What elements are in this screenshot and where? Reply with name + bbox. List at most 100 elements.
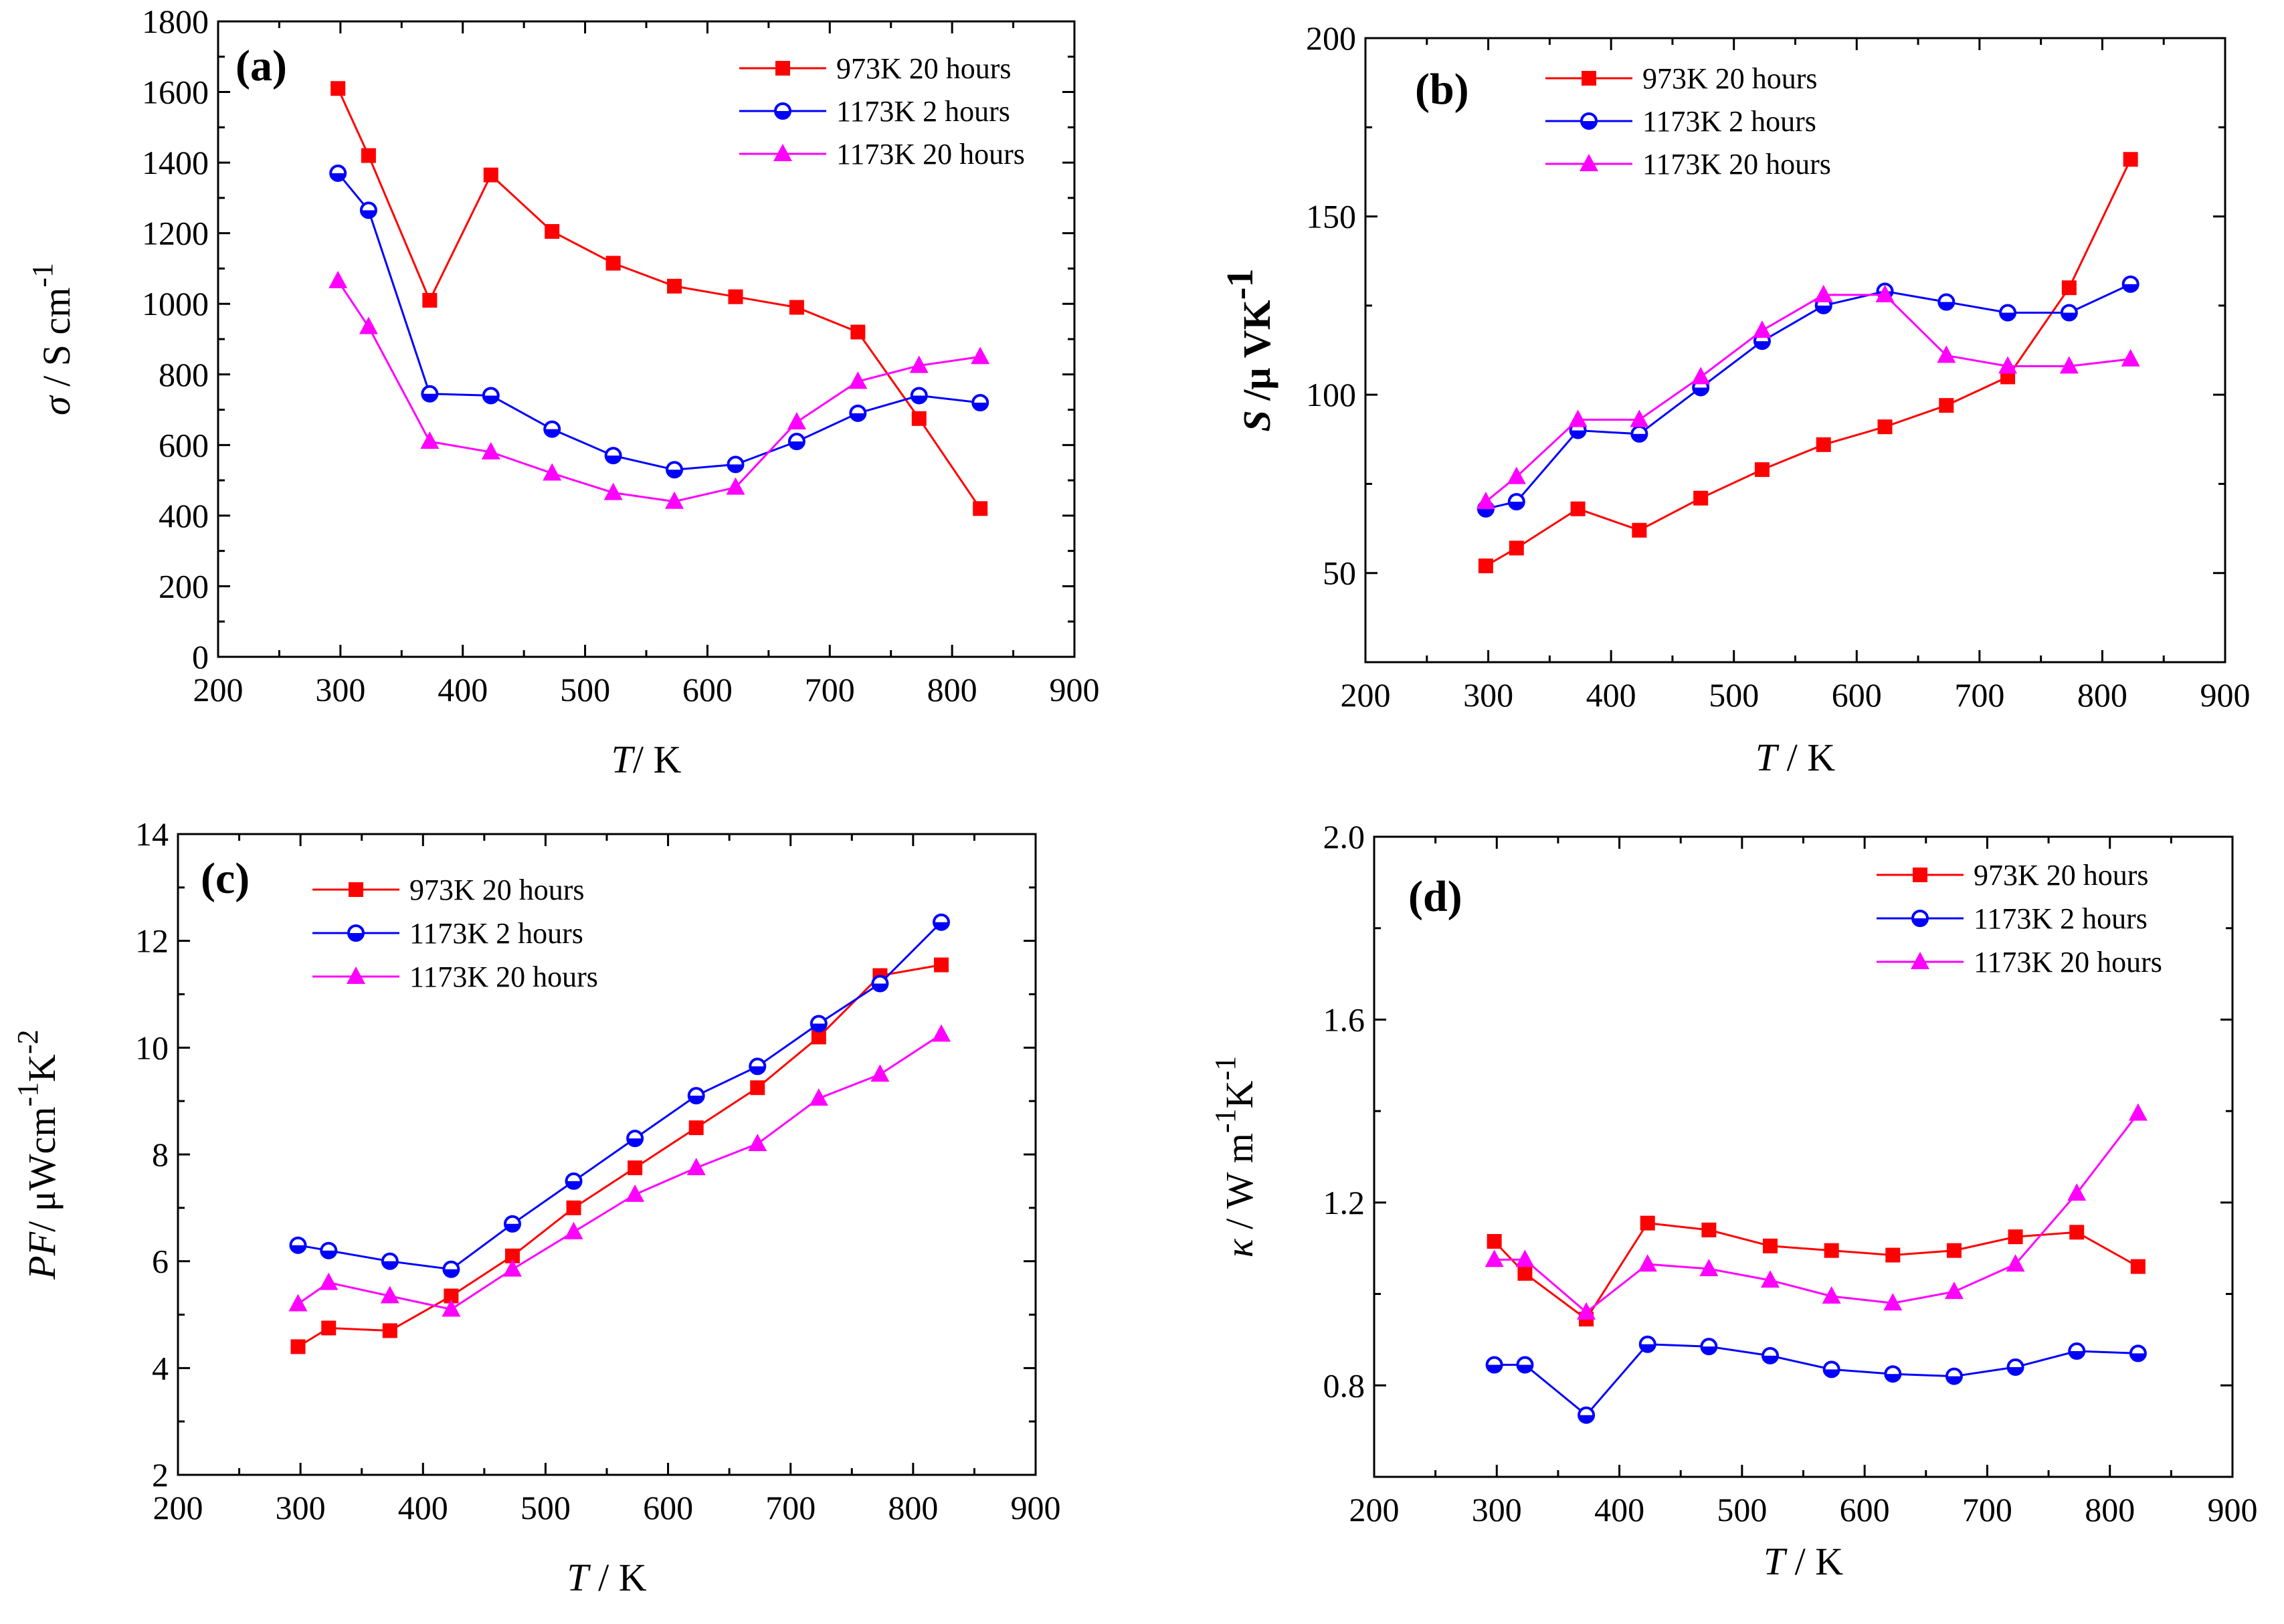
marker-half-circle-fill	[789, 441, 804, 449]
marker-half-circle-fill	[1701, 1346, 1717, 1354]
x-tick-label: 500	[520, 1489, 571, 1526]
y-axis-title-sup: -1	[1209, 1108, 1242, 1133]
marker-half-circle-fill	[1579, 1415, 1594, 1423]
series-line	[297, 964, 942, 1348]
y-axis-title-sup2: -1	[1209, 1056, 1242, 1081]
x-axis-title-symbol: T	[567, 1556, 591, 1599]
marker-half-circle-fill	[1939, 302, 1954, 310]
y-tick-label: 100	[1306, 376, 1356, 413]
marker-triangle	[1485, 1249, 1504, 1267]
marker-triangle	[1699, 1258, 1719, 1276]
marker-half-circle-fill	[444, 1269, 459, 1277]
x-tick-label: 400	[398, 1489, 448, 1526]
marker-half-circle-fill	[330, 173, 346, 181]
series-0	[290, 957, 949, 1354]
marker-half-circle-fill	[422, 393, 438, 401]
marker-triangle	[347, 967, 365, 984]
marker-triangle	[787, 412, 806, 430]
marker-triangle	[626, 1184, 645, 1202]
marker-half-circle-fill	[2008, 1366, 2023, 1375]
marker-half-circle-fill	[1640, 1344, 1655, 1352]
marker-half-circle-fill	[1487, 1364, 1502, 1373]
x-tick-label: 600	[643, 1489, 693, 1526]
series-2	[328, 270, 990, 509]
x-tick-label: 900	[2200, 676, 2251, 714]
marker-triangle	[1638, 1254, 1657, 1272]
y-axis-title-symbol: κ	[1218, 1238, 1261, 1257]
marker-triangle	[1944, 1282, 1964, 1300]
marker-triangle	[726, 477, 745, 495]
series-line	[1493, 1222, 2139, 1321]
marker-half-circle-fill	[850, 413, 866, 421]
marker-triangle	[971, 346, 990, 365]
marker-triangle	[1911, 952, 1929, 969]
marker-triangle	[1883, 1293, 1903, 1311]
marker-square	[628, 1160, 643, 1175]
marker-half-circle-fill	[2000, 312, 2016, 320]
series-line	[337, 280, 981, 503]
marker-square	[2069, 1225, 2085, 1240]
marker-triangle	[420, 431, 440, 449]
legend-entry: 1173K 2 hours	[739, 95, 1010, 128]
y-axis-title-sup: -1	[11, 1082, 44, 1107]
marker-triangle	[288, 1294, 308, 1312]
marker-square	[1487, 1233, 1502, 1249]
marker-triangle	[564, 1221, 583, 1239]
x-tick-label: 400	[438, 671, 488, 708]
marker-triangle	[1822, 1286, 1841, 1304]
panel-label: (b)	[1415, 65, 1469, 114]
marker-square	[1640, 1215, 1655, 1231]
x-axis-title-symbol: T	[1755, 736, 1780, 779]
x-tick-label: 200	[1349, 1491, 1400, 1528]
marker-square	[1824, 1243, 1839, 1258]
marker-square	[973, 501, 988, 516]
marker-square	[1570, 501, 1586, 516]
marker-triangle	[543, 463, 562, 481]
marker-half-circle-fill	[628, 1138, 643, 1146]
series-1	[329, 164, 989, 479]
marker-half-circle-fill	[911, 395, 927, 403]
marker-triangle	[748, 1134, 767, 1152]
marker-half-circle-fill	[1570, 430, 1586, 438]
y-tick-label: 200	[159, 567, 209, 605]
marker-square	[911, 411, 927, 426]
marker-triangle	[1814, 284, 1833, 302]
marker-triangle	[931, 1024, 951, 1042]
x-axis-title: T / K	[1755, 736, 1835, 779]
x-tick-label: 400	[1594, 1491, 1644, 1528]
x-tick-label: 200	[193, 671, 244, 708]
series-0	[1478, 152, 2138, 574]
x-tick-label: 300	[315, 671, 365, 708]
legend-label: 1173K 2 hours	[409, 917, 583, 950]
marker-half-circle-fill	[1824, 1369, 1839, 1377]
y-tick-label: 1.6	[1323, 1001, 1365, 1038]
y-axis-title-unit: /μ VK	[1235, 300, 1278, 410]
x-tick-label: 300	[1472, 1491, 1522, 1528]
marker-half-circle-fill	[1885, 1374, 1901, 1382]
legend-label: 1173K 2 hours	[1974, 902, 2148, 935]
marker-half-circle-fill	[1816, 305, 1831, 313]
marker-square	[1816, 437, 1831, 452]
legend-label: 1173K 2 hours	[1642, 105, 1816, 138]
y-tick-label: 1600	[142, 74, 209, 111]
marker-square	[1582, 71, 1596, 86]
marker-square	[1517, 1265, 1533, 1281]
y-tick-label: 14	[135, 815, 169, 853]
x-tick-label: 700	[1962, 1491, 2012, 1528]
x-tick-label: 900	[2208, 1491, 2258, 1528]
x-tick-label: 600	[1840, 1491, 1890, 1528]
x-axis-title: T / K	[567, 1556, 646, 1599]
marker-square	[1632, 522, 1647, 538]
marker-triangle	[2128, 1103, 2148, 1121]
marker-half-circle-fill	[1632, 433, 1647, 441]
x-axis-title-unit: / K	[589, 1556, 647, 1599]
marker-square	[504, 1248, 520, 1263]
marker-square	[775, 61, 790, 76]
chart-panel-b: 200 300 400 500 600 700 800 900 50 100 150 200 T / K…	[1220, 19, 2251, 779]
x-tick-label: 300	[276, 1489, 326, 1526]
legend-entry: 1173K 20 hours	[1877, 946, 2162, 979]
y-axis-title-unit2: K	[20, 1054, 64, 1082]
marker-triangle	[502, 1259, 522, 1277]
y-axis-title: σ / S cm-1	[26, 263, 78, 415]
